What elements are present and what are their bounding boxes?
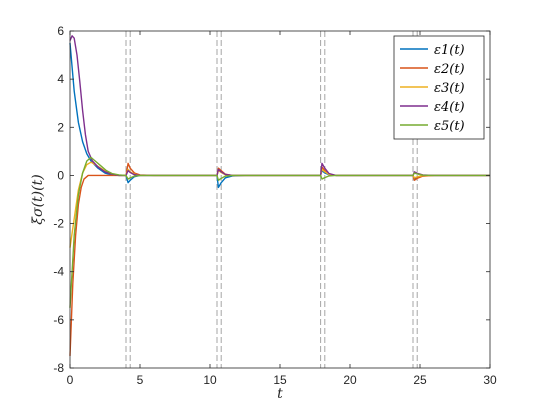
x-tick-label-6: 30 [483,373,497,387]
legend: ε1(t) ε2(t) ε3(t) ε4(t) ε5(t) [393,35,485,140]
series-lines [69,35,490,356]
y-tick-label-3: -2 [53,217,64,231]
x-tick-label-2: 10 [203,373,217,387]
legend-label-5: ε5(t) [434,119,465,134]
y-tick-label-7: 6 [57,24,64,38]
series-line-5 [69,156,490,308]
y-tick-label-5: 2 [57,120,64,134]
y-tick-label-0: -8 [53,361,64,375]
x-axis-label: t [277,386,283,402]
y-tick-label-1: -6 [53,313,64,327]
x-axis-ticks: 0 5 10 15 20 25 30 [67,31,497,387]
legend-label-2: ε2(t) [434,62,465,77]
x-tick-label-3: 15 [273,373,287,387]
legend-label-3: ε3(t) [434,81,465,96]
x-tick-label-1: 5 [137,373,144,387]
y-axis-label: ξσ(t)(t) [30,174,46,224]
legend-label-1: ε1(t) [434,43,465,58]
y-tick-label-2: -4 [53,265,64,279]
y-axis-ticks: -8 -6 -4 -2 0 2 4 6 [53,24,490,375]
x-tick-label-4: 20 [343,373,357,387]
legend-label-4: ε4(t) [434,100,465,115]
switching-lines [125,31,418,368]
y-tick-label-4: 0 [57,168,64,182]
y-tick-label-6: 4 [57,72,64,86]
x-tick-label-5: 25 [413,373,427,387]
x-tick-label-0: 0 [67,373,74,387]
